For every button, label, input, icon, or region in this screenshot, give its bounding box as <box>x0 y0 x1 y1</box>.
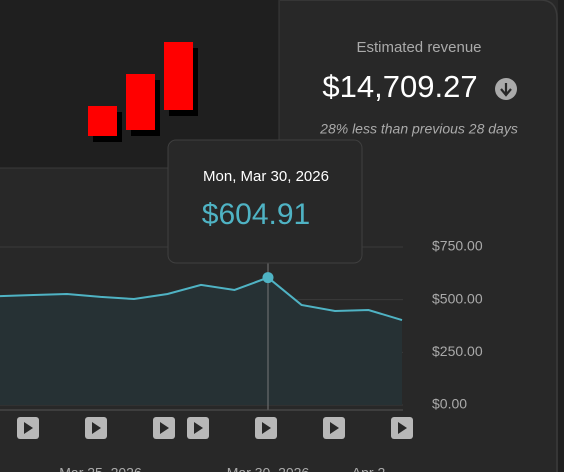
y-tick-label: $0.00 <box>432 396 467 412</box>
highlight-point <box>262 272 274 284</box>
play-icon <box>330 422 339 434</box>
tooltip <box>167 139 363 264</box>
area <box>0 277 402 405</box>
play-icon <box>92 422 101 434</box>
trend-down-icon <box>495 78 517 100</box>
x-tick-label: Mar 25, 2026 <box>59 465 142 472</box>
y-tick-label: $750.00 <box>432 238 483 254</box>
play-icon <box>262 422 271 434</box>
card-border <box>280 0 558 472</box>
channel-logo <box>88 42 198 142</box>
metric-title: Estimated revenue <box>356 39 481 56</box>
video-markers <box>17 417 413 439</box>
tooltip-date: Mon, Mar 30, 2026 <box>203 168 329 185</box>
comparison-text: 28% less than previous 28 days <box>319 121 518 137</box>
play-icon <box>160 422 169 434</box>
x-tick-label: Mar 30, 2026 <box>227 465 310 472</box>
play-icon <box>24 422 33 434</box>
play-icon <box>194 422 203 434</box>
x-tick-label: Apr 2 <box>352 465 386 472</box>
metric-total: $14,709.27 <box>322 69 477 104</box>
plot: $0.00 $250.00 $500.00 $750.00 Mar 25, 2026 Ma… <box>0 238 483 472</box>
line <box>0 276 403 322</box>
y-tick-label: $250.00 <box>432 343 483 359</box>
play-icon <box>398 422 407 434</box>
y-tick-label: $500.00 <box>432 290 483 306</box>
tooltip-value: $604.91 <box>202 198 310 231</box>
